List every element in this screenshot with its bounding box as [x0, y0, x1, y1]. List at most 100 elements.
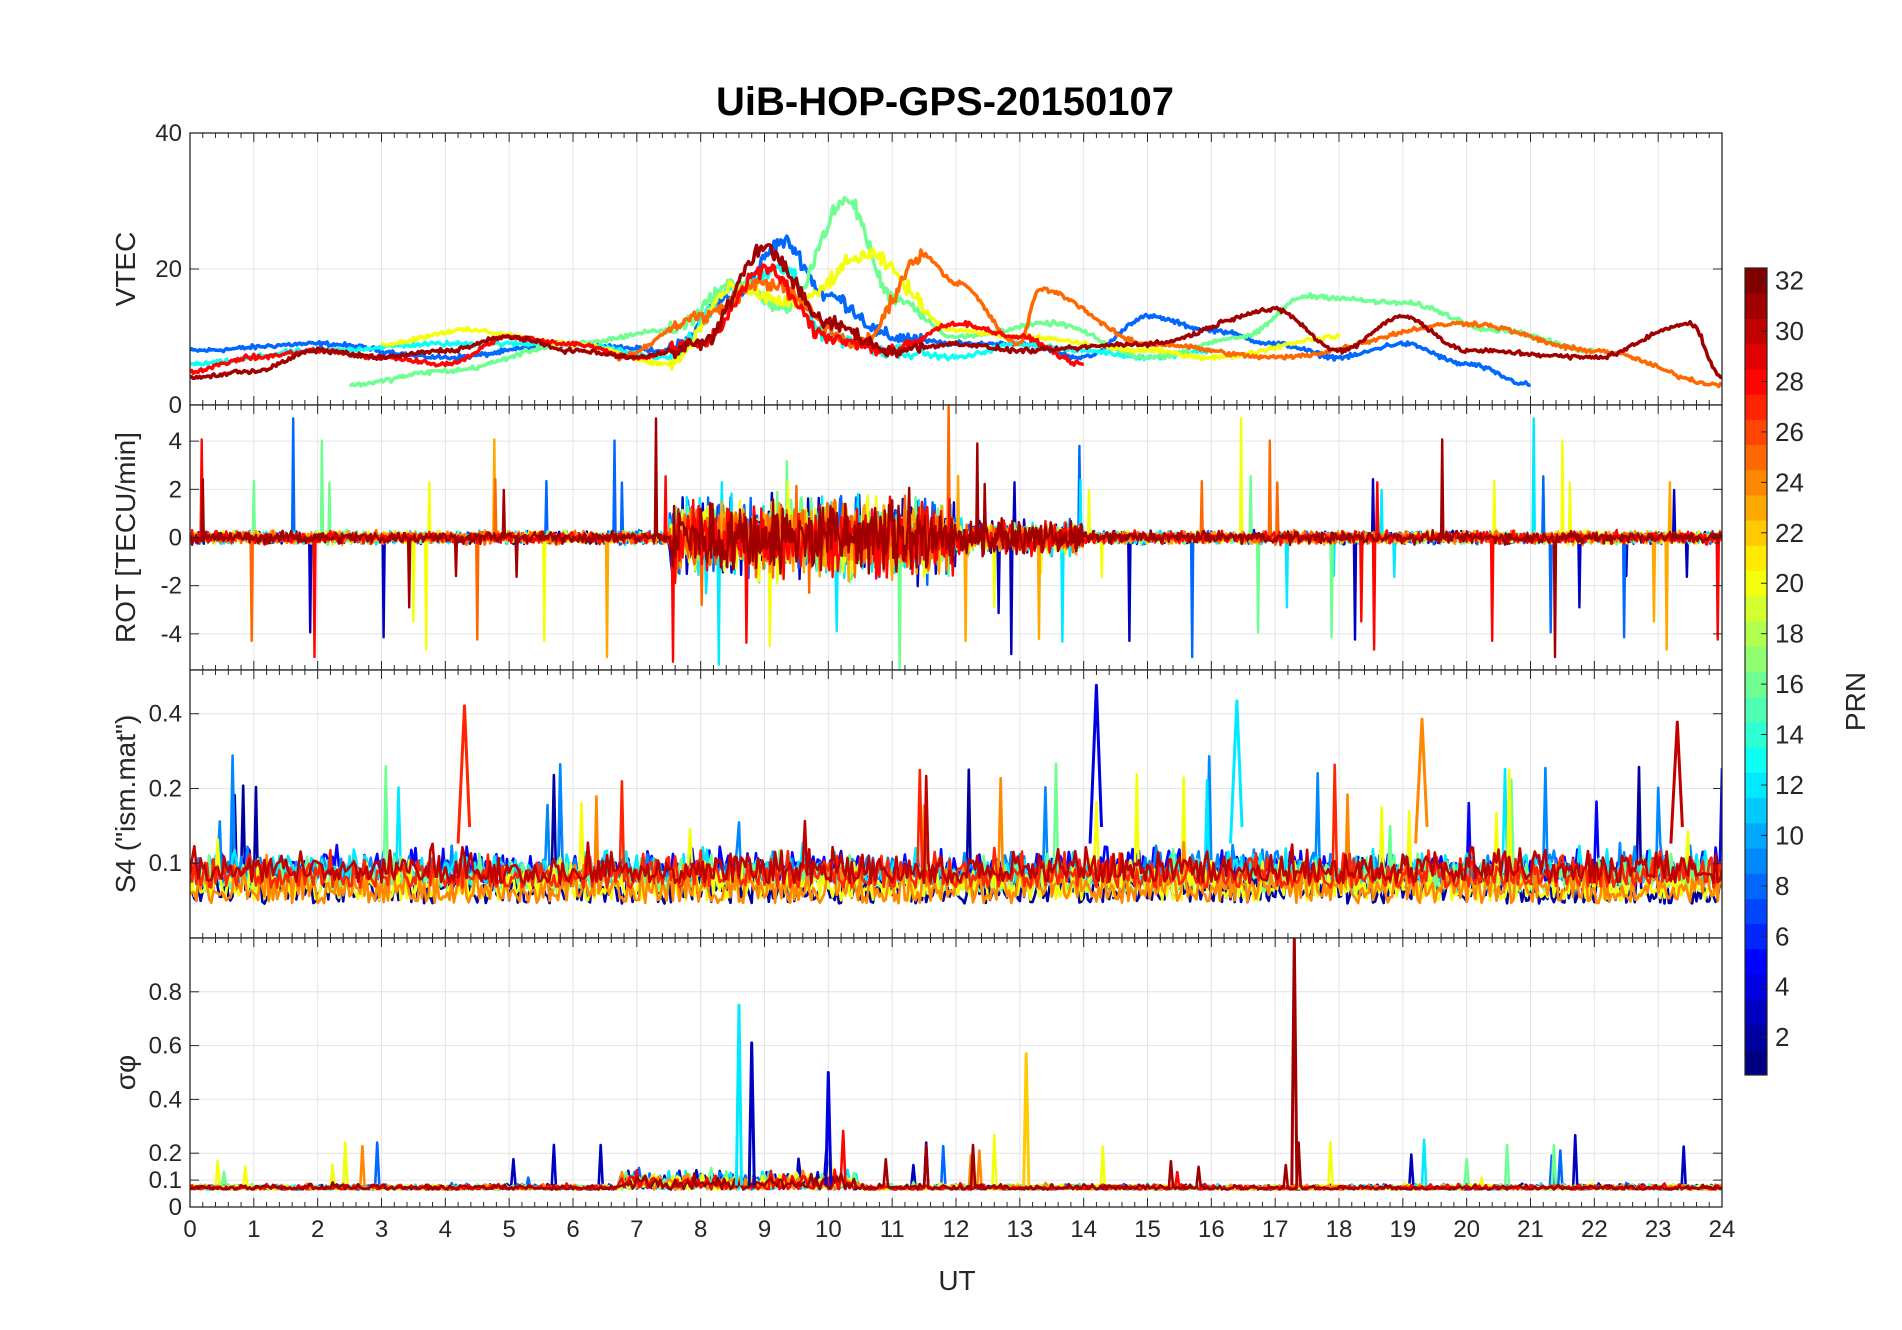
y-axis-label: VTEC: [110, 232, 141, 307]
colorbar-tick-label: 24: [1775, 467, 1804, 497]
colorbar-segment: [1745, 368, 1767, 395]
colorbar-segment: [1745, 268, 1767, 294]
colorbar-segment: [1745, 444, 1767, 471]
colorbar-tick-label: 12: [1775, 770, 1804, 800]
colorbar-segment: [1745, 595, 1767, 622]
y-tick-label: 0.6: [149, 1033, 182, 1060]
colorbar-segment: [1745, 772, 1767, 799]
colorbar-segment: [1745, 293, 1767, 319]
y-tick-label: -2: [161, 573, 182, 600]
s4-peak-prn-24: [1414, 717, 1429, 844]
colorbar-segment: [1745, 747, 1767, 773]
colorbar-tick-label: 32: [1775, 266, 1804, 296]
colorbar-tick-label: 4: [1775, 972, 1789, 1002]
x-tick-label: 21: [1517, 1216, 1544, 1243]
colorbar-segment: [1745, 394, 1767, 420]
y-tick-label: 0.4: [149, 701, 182, 728]
colorbar-segment: [1745, 721, 1767, 748]
x-tick-label: 1: [247, 1216, 260, 1243]
s4-peak-prn-12: [1229, 699, 1244, 844]
colorbar-tick-label: 14: [1775, 720, 1804, 750]
s4-series-prn-27: [190, 763, 1722, 889]
colorbar-segment: [1745, 848, 1767, 874]
colorbar-segment: [1745, 621, 1767, 647]
series-group: [190, 683, 1722, 905]
panel-sigma-phi: 00.10.20.40.60.80 1 2 3 4 5 6 7 8 9 10 11 12 13 14 15 16…: [149, 937, 1736, 1243]
rot-series-prn-31: [190, 417, 1722, 659]
colorbar-segment: [1745, 646, 1767, 672]
series-group: [190, 196, 1722, 389]
s4-series-prn-30: [190, 774, 1722, 885]
colorbar-tick-label: 10: [1775, 820, 1804, 850]
s4-peak-prn-27: [456, 704, 472, 844]
x-tick-label: 24: [1709, 1216, 1736, 1243]
colorbar-tick-label: 26: [1775, 417, 1804, 447]
s4-peak-prn-30: [1669, 720, 1684, 844]
panel-rot: -4 -2 0 2 4: [161, 404, 1723, 671]
x-tick-label: 16: [1198, 1216, 1225, 1243]
panel-s4: 0.1 0.2 0.4: [149, 669, 1723, 939]
y-axis-label: σφ: [110, 1055, 141, 1090]
colorbar-frame: [1744, 267, 1768, 1076]
x-tick-label: 2: [311, 1216, 324, 1243]
colorbar-segment: [1745, 545, 1767, 572]
sigma-phi-peak-prn-4: [824, 1071, 833, 1186]
y-tick-label: 0: [169, 392, 182, 419]
x-tick-label: 17: [1262, 1216, 1289, 1243]
colorbar-tick-label: 30: [1775, 316, 1804, 346]
vtec-series-prn-31: [190, 242, 1722, 381]
sigma-phi-series-prn-31: [190, 1141, 1722, 1191]
y-tick-label: 0: [169, 1194, 182, 1221]
y-tick-label: 0.2: [149, 1140, 182, 1167]
colorbar-tick-label: 2: [1775, 1022, 1789, 1052]
colorbar-tick-label: 6: [1775, 921, 1789, 951]
colorbar-segment: [1745, 1049, 1767, 1076]
x-tick-label: 12: [943, 1216, 970, 1243]
x-tick-label: 15: [1134, 1216, 1161, 1243]
colorbar-segment: [1745, 797, 1767, 824]
x-tick-label: 11: [880, 1216, 905, 1243]
panel-vtec: 0 20 40: [155, 120, 1723, 419]
colorbar-tick-label: 28: [1775, 366, 1804, 396]
colorbar-tick-label: 22: [1775, 518, 1804, 548]
colorbar-segment: [1745, 822, 1767, 849]
colorbar-segment: [1745, 1024, 1767, 1051]
x-tick-label: 6: [566, 1216, 579, 1243]
y-tick-label: 0: [169, 525, 182, 552]
x-tick-label: 4: [439, 1216, 452, 1243]
sigma-phi-peak-prn-12: [734, 1003, 743, 1186]
colorbar-tick-label: 18: [1775, 619, 1804, 649]
colorbar-tick-label: 16: [1775, 669, 1804, 699]
y-axis-label: ROT [TECU/min]: [110, 432, 141, 643]
x-tick-label: 3: [375, 1216, 388, 1243]
y-tick-label: 2: [169, 476, 182, 503]
y-tick-label: -4: [161, 621, 182, 648]
y-tick-label: 0.2: [149, 775, 182, 802]
colorbar-segment: [1745, 494, 1767, 521]
colorbar-segment: [1745, 520, 1767, 546]
x-axis-label: UT: [938, 1265, 975, 1296]
chart-title: UiB-HOP-GPS-20150107: [716, 80, 1174, 124]
colorbar-tick-label: 20: [1775, 568, 1804, 598]
x-tick-label: 7: [630, 1216, 643, 1243]
x-tick-label: 10: [815, 1216, 842, 1243]
y-tick-label: 0.4: [149, 1086, 182, 1113]
colorbar-segment: [1745, 318, 1767, 345]
colorbar-segment: [1745, 999, 1767, 1026]
y-tick-label: 0.8: [149, 979, 182, 1006]
colorbar-segment: [1745, 343, 1767, 370]
s4-peak-prn-4: [1088, 683, 1103, 844]
series-group: [190, 938, 1722, 1191]
x-tick-label: 5: [502, 1216, 515, 1243]
colorbar-segment: [1745, 570, 1767, 597]
colorbar-segment: [1745, 696, 1767, 723]
colorbar-label: PRN: [1840, 672, 1871, 731]
y-tick-label: 20: [155, 256, 182, 283]
y-tick-label: 40: [155, 120, 182, 147]
x-tick-label: 19: [1389, 1216, 1416, 1243]
colorbar-segment: [1745, 948, 1767, 975]
x-tick-label: 18: [1326, 1216, 1353, 1243]
y-tick-label: 0.1: [149, 1167, 182, 1194]
